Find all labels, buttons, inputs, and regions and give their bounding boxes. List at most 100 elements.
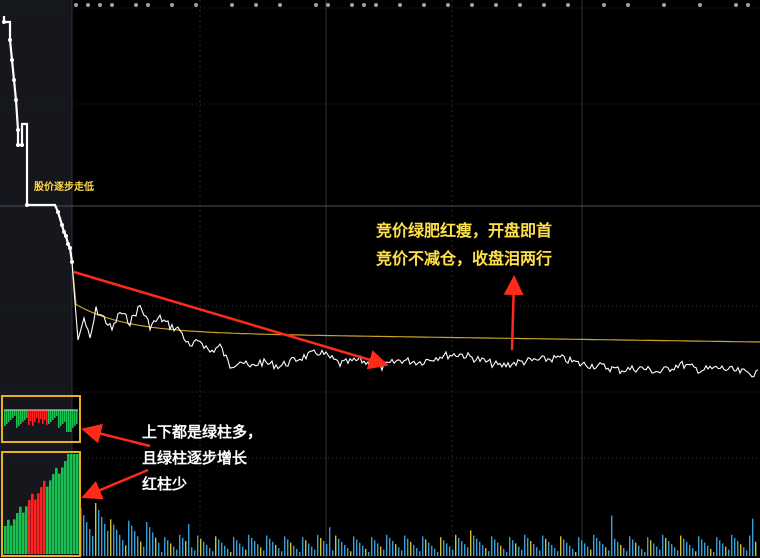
volume-note-line-1: 上下都是绿柱多， <box>142 423 263 441</box>
volume-bar <box>527 537 529 556</box>
volume-bar <box>422 536 424 556</box>
volume-bar <box>533 544 535 556</box>
volume-bar <box>281 551 283 556</box>
volume-bar <box>311 546 313 556</box>
volume-bar <box>122 540 124 556</box>
top-marker-dots <box>74 3 750 7</box>
volume-bar <box>581 540 583 556</box>
volume-bar <box>473 535 475 556</box>
volume-bar <box>449 546 451 556</box>
volume-bar <box>494 539 496 556</box>
auction-dot <box>60 223 64 227</box>
volume-bar <box>137 536 139 556</box>
volume-bar <box>728 549 730 556</box>
auction-imbalance-bar <box>76 410 78 424</box>
volume-bar <box>560 536 562 556</box>
auction-volume-bar <box>19 506 22 554</box>
volume-bar <box>644 552 646 556</box>
volume-bar <box>488 551 490 556</box>
top-dot <box>170 3 174 7</box>
auction-volume-bar <box>55 467 58 554</box>
volume-bar <box>503 548 505 556</box>
auction-volume-bar <box>31 493 34 554</box>
volume-bar <box>194 550 196 556</box>
volume-bar <box>431 545 433 556</box>
auction-imbalance-bar <box>64 410 66 422</box>
top-dot <box>254 3 258 7</box>
volume-bar <box>509 537 511 556</box>
volume-bar <box>608 550 610 556</box>
auction-imbalance-bar <box>56 410 58 416</box>
volume-bar <box>716 537 718 556</box>
volume-bar <box>233 537 235 556</box>
auction-imbalance-bar <box>36 410 38 418</box>
volume-bar <box>545 538 547 556</box>
volume-bar <box>689 544 691 556</box>
auction-imbalance-bar <box>30 410 32 421</box>
volume-bar <box>368 552 370 556</box>
volume-bar <box>251 537 253 556</box>
volume-bar <box>671 544 673 556</box>
volume-bar <box>209 548 211 556</box>
auction-imbalance-bar <box>72 410 74 428</box>
volume-bar <box>296 548 298 556</box>
volume-bar <box>605 547 607 556</box>
volume-bar <box>464 544 466 556</box>
volume-bar <box>266 535 268 556</box>
volume-bar <box>215 536 217 556</box>
volume-bar <box>371 537 373 556</box>
top-dot <box>470 3 474 7</box>
auction-volume-bar <box>13 519 16 554</box>
volume-bar <box>458 537 460 556</box>
volume-bar <box>386 534 388 556</box>
volume-bar <box>662 534 664 556</box>
volume-bar <box>569 545 571 556</box>
volume-bar <box>500 545 502 556</box>
auction-dot <box>20 143 24 147</box>
volume-bar <box>710 548 712 556</box>
top-dot <box>278 3 282 7</box>
volume-bar <box>227 548 229 556</box>
volume-bar <box>446 543 448 556</box>
volume-bar <box>701 539 703 556</box>
auction-imbalance-bar <box>46 410 48 425</box>
volume-bar <box>674 547 676 556</box>
volume-bar <box>323 541 325 556</box>
price-line <box>71 261 759 378</box>
volume-bar <box>629 536 631 556</box>
volume-bar <box>575 552 577 556</box>
auction-volume-bar <box>73 454 76 554</box>
auction-imbalance-bar <box>34 410 36 422</box>
auction-volume-bar <box>43 480 46 554</box>
volume-bar <box>377 543 379 556</box>
volume-bar <box>188 524 190 556</box>
volume-bar <box>554 548 556 556</box>
volume-bar <box>344 544 346 556</box>
auction-dot <box>8 38 12 42</box>
auction-volume-bar <box>34 499 37 554</box>
auction-price-dots <box>2 20 74 264</box>
top-dot <box>194 3 198 7</box>
volume-bar <box>89 529 91 556</box>
auction-imbalance-bar <box>48 410 50 424</box>
volume-bar <box>524 534 526 556</box>
volume-bar <box>239 543 241 556</box>
auction-imbalance-bar <box>42 410 44 424</box>
auction-imbalance-bar <box>50 410 52 422</box>
auction-imbalance-bar <box>60 410 62 426</box>
volume-bar <box>284 536 286 556</box>
volume-bar <box>380 546 382 556</box>
auction-panel <box>0 0 72 558</box>
auction-dot <box>66 242 70 246</box>
top-dot <box>698 3 702 7</box>
volume-bar <box>365 548 367 556</box>
top-dot <box>326 3 330 7</box>
volume-bar <box>482 544 484 556</box>
volume-bar <box>749 535 751 556</box>
auction-imbalance-bar <box>4 410 6 426</box>
top-dot <box>146 3 150 7</box>
volume-bar <box>548 541 550 556</box>
auction-imbalance-bar <box>38 410 40 423</box>
volume-bar <box>404 535 406 556</box>
volume-bar <box>722 543 724 556</box>
